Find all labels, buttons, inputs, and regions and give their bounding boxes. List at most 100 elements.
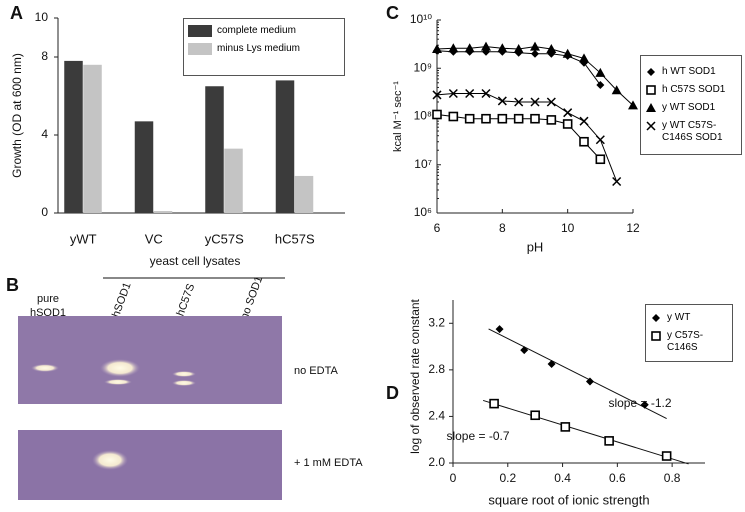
marker [646,121,656,131]
y-tick-label: 2.4 [428,409,445,423]
y-tick-label: 4 [41,127,48,141]
condition-label: no EDTA [294,365,338,377]
legend-entry: y WT [650,312,728,324]
gel-band [172,380,196,386]
marker [585,377,594,386]
marker [513,113,524,124]
bar [134,121,154,213]
marker [489,398,499,409]
annotation: slope = -0.7 [446,429,509,443]
legend-label: h WT SOD1 [662,66,716,77]
y-tick-label: 10⁸ [414,109,432,123]
panel-label: D [386,383,399,403]
marker [612,176,622,187]
marker [432,109,442,120]
legend-swatch [188,25,212,37]
legend: complete medium minus Lys medium [183,18,345,76]
y-axis-label: kcal M⁻¹ sec⁻¹ [392,81,404,152]
x-tick-label: hC57S [275,231,315,246]
y-tick-label: 10⁷ [414,157,432,171]
marker [432,44,442,54]
y-tick-label: 8 [41,49,48,63]
x-tick-label: 0.4 [554,471,571,485]
marker [546,44,557,54]
series-line [436,92,618,182]
x-axis-label: pH [527,239,544,254]
marker [628,100,638,110]
lane-label: hC57S [175,282,198,318]
marker [647,68,655,76]
legend-entry: y WT SOD1 [645,102,737,114]
marker [651,331,661,341]
marker [530,410,540,421]
marker [530,41,540,51]
bar [64,60,83,214]
gel-band [31,364,59,372]
x-tick-label: yC57S [205,231,244,246]
gel-band [172,371,196,377]
x-tick-label: 8 [499,221,506,235]
marker [560,422,571,432]
y-axis-label: Growth (OD at 600 nm) [10,53,24,178]
marker [531,49,539,58]
marker [513,44,524,54]
legend-label: minus Lys medium [217,43,300,54]
legend-entry: h WT SOD1 [645,66,737,78]
marker [481,41,491,51]
marker [465,88,475,99]
x-tick-label: 0.6 [609,471,626,485]
panel-label: A [10,3,23,23]
marker [520,346,529,355]
marker [514,97,524,107]
bar [275,80,295,214]
y-tick-label: 3.2 [428,315,445,329]
annotation: slope = -1.2 [608,396,671,410]
y-axis-label: log of observed rate constant [408,298,422,453]
x-tick-label: 0.8 [664,471,681,485]
bar [153,211,173,213]
y-tick-label: 10⁶ [414,205,432,219]
fit-line [482,399,689,465]
legend-label: y WT SOD1 [662,102,716,113]
y-tick-label: 0 [41,205,48,219]
panel-label: B [6,275,19,295]
legend-label: complete medium [217,25,296,36]
legend-swatch-fill [188,43,212,55]
bar [205,86,224,213]
condition-label: + 1 mM EDTA [294,457,363,469]
x-tick-label: 6 [434,221,441,235]
legend-swatch [652,314,660,322]
marker [595,67,606,77]
y-tick-label: 2.8 [428,362,445,376]
marker [652,314,660,322]
bar [83,64,102,213]
marker [640,400,649,409]
marker [464,43,475,53]
marker [646,103,656,112]
marker [481,88,491,99]
marker [432,90,442,100]
legend-entry: y WT C57S-C146S SOD1 [645,120,737,144]
legend-swatch [647,68,655,76]
marker [448,43,459,53]
gel-band [100,359,140,377]
gel-band [104,379,132,385]
legend-entry: minus Lys medium [188,43,340,55]
marker [596,80,605,89]
marker [604,436,614,446]
legend-label: h C57S SOD1 [662,84,726,95]
x-tick-label: 0.2 [499,471,516,485]
x-tick-label: 10 [561,221,575,235]
legend-label: y C57S-C146S [667,330,704,353]
marker [562,48,573,58]
marker [448,111,459,122]
marker [546,97,556,107]
gel-band [92,450,128,470]
marker [579,53,589,63]
x-tick-label: VC [145,231,163,246]
marker [481,113,491,124]
marker [495,325,504,334]
lane-label: no SOD1 [239,275,266,322]
